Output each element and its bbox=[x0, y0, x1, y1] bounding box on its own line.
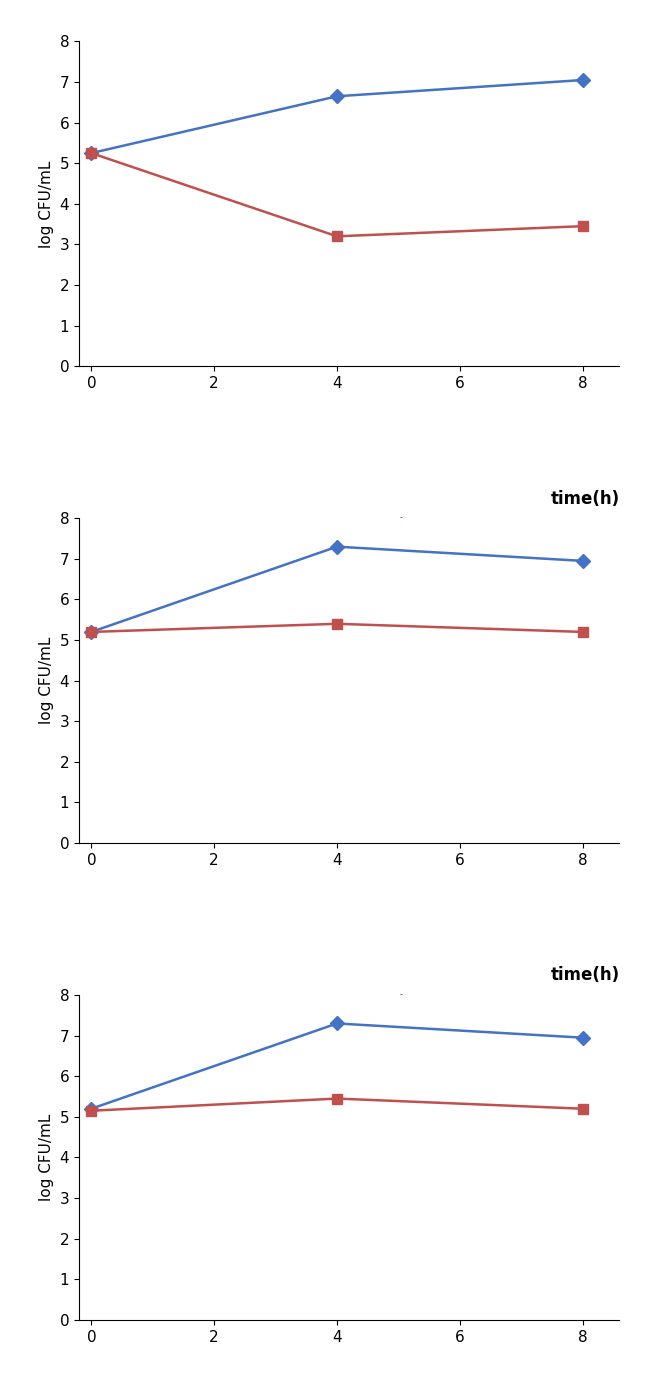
KYU30 with phage cocktail bbox=[88, 1103, 96, 1119]
KYU30 with phage cocktail bbox=[333, 615, 341, 632]
Line: KYU30 with phage cocktail: KYU30 with phage cocktail bbox=[86, 619, 587, 637]
KYU30 with phage cocktail bbox=[579, 1100, 587, 1117]
Text: time(h): time(h) bbox=[550, 489, 619, 507]
KYU13 bbox=[333, 88, 341, 105]
Line: KYU30: KYU30 bbox=[86, 1019, 587, 1114]
KYU13 bbox=[88, 145, 96, 162]
Y-axis label: log CFU/mL: log CFU/mL bbox=[39, 160, 54, 247]
Legend: KYU13, KYU13 with phage cocktail: KYU13, KYU13 with phage cocktail bbox=[378, 513, 619, 564]
KYU30 bbox=[333, 539, 341, 556]
KYU30 with phage cocktail bbox=[88, 623, 96, 640]
Y-axis label: log CFU/mL: log CFU/mL bbox=[39, 1114, 54, 1201]
KYU30 bbox=[579, 553, 587, 569]
KYU30 bbox=[333, 1016, 341, 1032]
KYU13 bbox=[579, 72, 587, 88]
KYU13 with phage cocktail bbox=[333, 228, 341, 245]
Legend: KYU30, KYU30 with phage cocktail: KYU30, KYU30 with phage cocktail bbox=[378, 990, 619, 1041]
Line: KYU30: KYU30 bbox=[86, 542, 587, 637]
Line: KYU30 with phage cocktail: KYU30 with phage cocktail bbox=[86, 1093, 587, 1115]
KYU13 with phage cocktail bbox=[88, 145, 96, 162]
KYU30 with phage cocktail bbox=[333, 1090, 341, 1107]
KYU30 with phage cocktail bbox=[579, 623, 587, 640]
KYU30 bbox=[579, 1030, 587, 1046]
Y-axis label: log CFU/mL: log CFU/mL bbox=[39, 637, 54, 724]
KYU30 bbox=[88, 623, 96, 640]
Line: KYU13 with phage cocktail: KYU13 with phage cocktail bbox=[86, 148, 587, 242]
KYU13 with phage cocktail bbox=[579, 218, 587, 235]
KYU30 bbox=[88, 1100, 96, 1117]
Text: time(h): time(h) bbox=[550, 966, 619, 984]
Line: KYU13: KYU13 bbox=[86, 75, 587, 158]
